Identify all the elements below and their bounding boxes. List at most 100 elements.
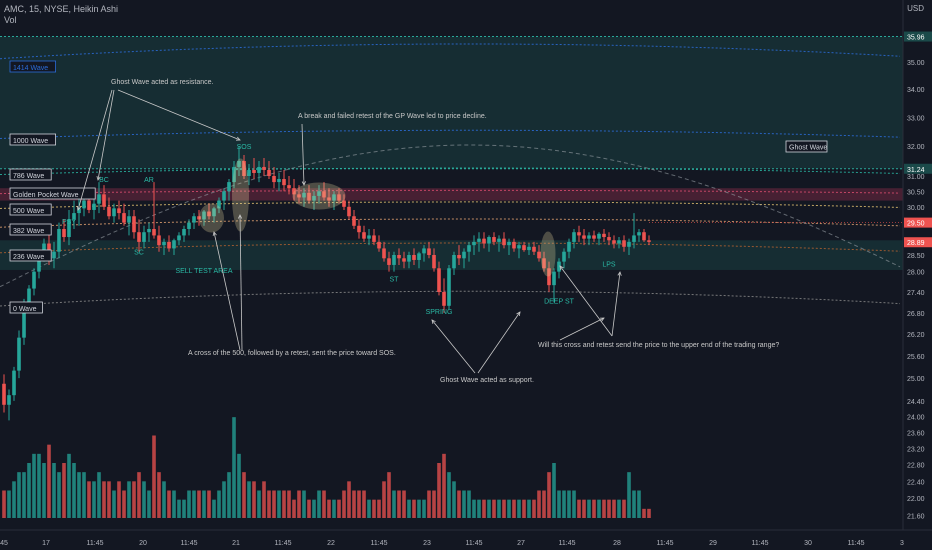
volume-bar [112, 490, 116, 518]
volume-bar [537, 490, 541, 518]
candle-body [77, 208, 81, 214]
price-tick: 35.00 [907, 60, 925, 67]
price-tick: 26.20 [907, 332, 925, 339]
volume-bar [622, 499, 626, 518]
candle-body [137, 232, 141, 242]
volume-bar [127, 481, 131, 518]
currency-label: USD [907, 4, 924, 13]
highlight-ellipse [292, 182, 346, 210]
candle-body [532, 246, 536, 252]
time-tick: 11:45 [371, 540, 388, 547]
candle-body [467, 245, 471, 252]
volume-bar [57, 472, 61, 518]
arrow-head [559, 265, 564, 270]
candle-body [367, 235, 371, 239]
candle-body [307, 192, 311, 201]
highlight-ellipse [540, 231, 556, 277]
volume-bar [372, 499, 376, 518]
candle-body [442, 291, 446, 306]
candle-body [622, 240, 626, 247]
volume-bar [102, 481, 106, 518]
candle-body [402, 258, 406, 262]
candle-body [207, 211, 211, 217]
candle-body [432, 255, 436, 269]
wyckoff-label: SELL TEST AREA [175, 268, 232, 275]
candle-body [117, 208, 121, 214]
candle-body [287, 185, 291, 189]
candle-body [22, 305, 26, 338]
volume-bar [227, 472, 231, 518]
volume-bar [487, 499, 491, 518]
volume-bar [12, 481, 16, 518]
time-tick: 11:45 [181, 540, 198, 547]
volume-bar [437, 463, 441, 518]
candle-body [222, 191, 226, 201]
wave-label: 1414 Wave [13, 65, 48, 72]
wyckoff-label: DEEP ST [544, 299, 575, 306]
volume-bar [242, 472, 246, 518]
annotation-text: A break and failed retest of the GP Wave… [298, 113, 487, 120]
candle-body [447, 268, 451, 306]
volume-bar [292, 499, 296, 518]
candle-body [272, 176, 276, 183]
volume-bar [152, 435, 156, 518]
time-tick: 21 [232, 540, 240, 547]
wyckoff-label: SC [134, 250, 144, 257]
arrow-head [76, 206, 81, 211]
volume-bar [147, 490, 151, 518]
volume-bar [562, 490, 566, 518]
candle-body [572, 232, 576, 242]
volume-bar [182, 499, 186, 518]
candle-body [437, 268, 441, 292]
arrow-head [301, 181, 306, 186]
price-tick: 25.00 [907, 376, 925, 383]
volume-bar [192, 490, 196, 518]
candle-body [72, 213, 76, 220]
price-tick: 27.40 [907, 290, 925, 297]
annotation-text: A cross of the 500, followed by a retest… [188, 350, 396, 357]
time-tick: 17 [42, 540, 50, 547]
volume-bar [232, 417, 236, 518]
candle-body [112, 208, 116, 217]
volume-bar [412, 499, 416, 518]
candle-body [132, 216, 136, 233]
candle-body [487, 237, 491, 244]
price-axis [903, 0, 932, 550]
candle-body [347, 206, 351, 217]
volume-bar [427, 490, 431, 518]
volume-bar [237, 453, 241, 518]
price-tick: 30.00 [907, 205, 925, 212]
volume-bar [512, 499, 516, 518]
wave-label: 236 Wave [13, 254, 44, 261]
golden-pocket-zone [0, 188, 903, 201]
price-tick: 28.50 [907, 253, 925, 260]
time-tick: 23 [423, 540, 431, 547]
volume-bar [257, 490, 261, 518]
volume-bar [627, 472, 631, 518]
annotation-arrow [213, 231, 241, 351]
volume-bar [517, 499, 521, 518]
price-tick: 23.20 [907, 446, 925, 453]
candle-body [27, 288, 31, 306]
ghost-wave-label: Ghost Wave [789, 145, 827, 152]
candle-body [482, 238, 486, 244]
price-tick: 22.00 [907, 496, 925, 503]
price-tag [904, 31, 932, 42]
candle-body [192, 216, 196, 223]
candle-body [617, 240, 621, 244]
candle-body [612, 240, 616, 244]
volume-bar [547, 472, 551, 518]
candle-body [537, 251, 541, 259]
candle-body [297, 194, 301, 198]
candle-body [637, 232, 641, 236]
candle-body [412, 255, 416, 260]
volume-bar [2, 490, 6, 518]
time-tick: 20 [139, 540, 147, 547]
candle-body [602, 233, 606, 238]
volume-bar [327, 499, 331, 518]
candle-body [362, 232, 366, 239]
candle-body [462, 251, 466, 259]
price-tick: 32.00 [907, 144, 925, 151]
